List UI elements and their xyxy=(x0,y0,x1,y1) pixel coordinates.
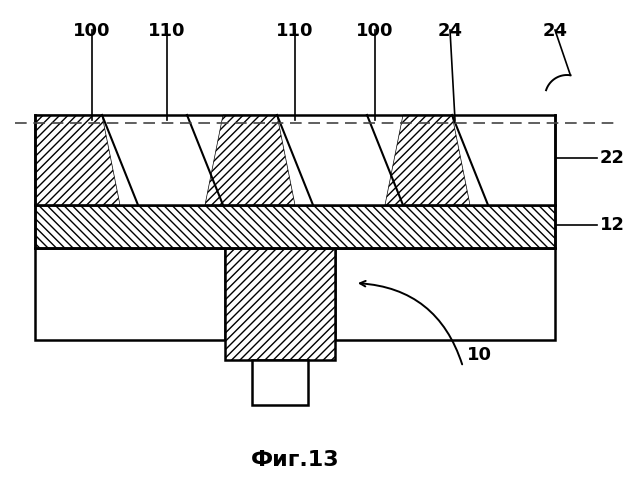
Polygon shape xyxy=(295,115,385,205)
Text: 22: 22 xyxy=(600,149,625,167)
Text: 24: 24 xyxy=(437,22,462,40)
Bar xyxy=(35,248,225,340)
Polygon shape xyxy=(120,115,205,205)
Text: 100: 100 xyxy=(356,22,393,40)
Polygon shape xyxy=(385,115,470,205)
Polygon shape xyxy=(470,115,555,205)
Text: 110: 110 xyxy=(148,22,185,40)
Bar xyxy=(252,360,308,405)
Text: 100: 100 xyxy=(73,22,111,40)
Polygon shape xyxy=(205,115,295,205)
Polygon shape xyxy=(35,115,120,205)
Bar xyxy=(35,205,555,248)
Bar xyxy=(225,248,335,360)
Bar xyxy=(335,248,555,340)
Bar xyxy=(35,115,555,205)
Text: 10: 10 xyxy=(467,346,492,364)
Text: 12: 12 xyxy=(600,216,625,234)
Text: Фиг.13: Фиг.13 xyxy=(251,450,339,470)
Text: 110: 110 xyxy=(276,22,314,40)
Text: 24: 24 xyxy=(542,22,567,40)
